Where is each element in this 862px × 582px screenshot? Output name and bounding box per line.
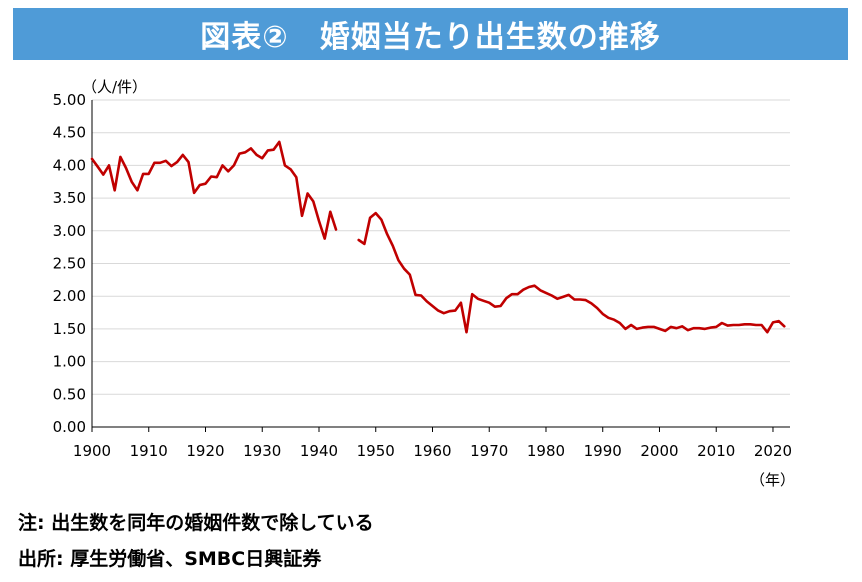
y-tick-label: 3.00 [53,222,86,240]
x-tick-label: 1960 [413,442,451,460]
y-tick-label: 4.50 [53,124,86,142]
x-axis-unit-label: （年） [750,471,795,489]
x-axis-ticks: 1900 1910 1920 1930 1940 1950 1960 1970 1980 1990… [73,427,792,460]
y-tick-label: 1.00 [53,353,86,371]
y-tick-label: 0.50 [53,385,86,403]
y-tick-label: 0.00 [53,418,86,436]
footnote: 注: 出生数を同年の婚姻件数で除している [18,512,374,534]
x-tick-label: 2020 [754,442,792,460]
x-tick-label: 1990 [584,442,622,460]
x-tick-label: 1970 [470,442,508,460]
y-tick-label: 3.50 [53,189,86,207]
y-tick-label: 4.00 [53,156,86,174]
series-line-segment-1 [357,211,786,334]
y-tick-label: 2.00 [53,287,86,305]
series-line-segment-0 [90,140,338,240]
y-tick-label: 2.50 [53,255,86,273]
x-tick-label: 1950 [357,442,395,460]
x-tick-label: 1980 [527,442,565,460]
x-tick-label: 1920 [186,442,224,460]
y-axis-ticks: 0.00 0.50 1.00 1.50 2.00 2.50 3.00 3.50 4.00 4.50… [53,91,86,436]
x-tick-label: 1910 [130,442,168,460]
x-tick-label: 2000 [640,442,678,460]
x-tick-label: 2010 [697,442,735,460]
x-tick-label: 1900 [73,442,111,460]
chart-title-banner: 図表② 婚姻当たり出生数の推移 [13,8,848,60]
y-axis-unit-label: （人/件） [82,78,147,96]
x-tick-label: 1940 [300,442,338,460]
y-tick-label: 1.50 [53,320,86,338]
x-tick-label: 1930 [243,442,281,460]
data-series [90,140,786,334]
source-note: 出所: 厚生労働省、SMBC日興証券 [18,548,322,570]
birth-per-marriage-line-chart: （人/件） 0.00 0.50 1.00 1.50 2.00 2.50 3.00 3.50 4.… [53,78,795,489]
y-tick-label: 5.00 [53,91,86,109]
grid-lines [92,99,790,395]
axes [91,100,790,428]
